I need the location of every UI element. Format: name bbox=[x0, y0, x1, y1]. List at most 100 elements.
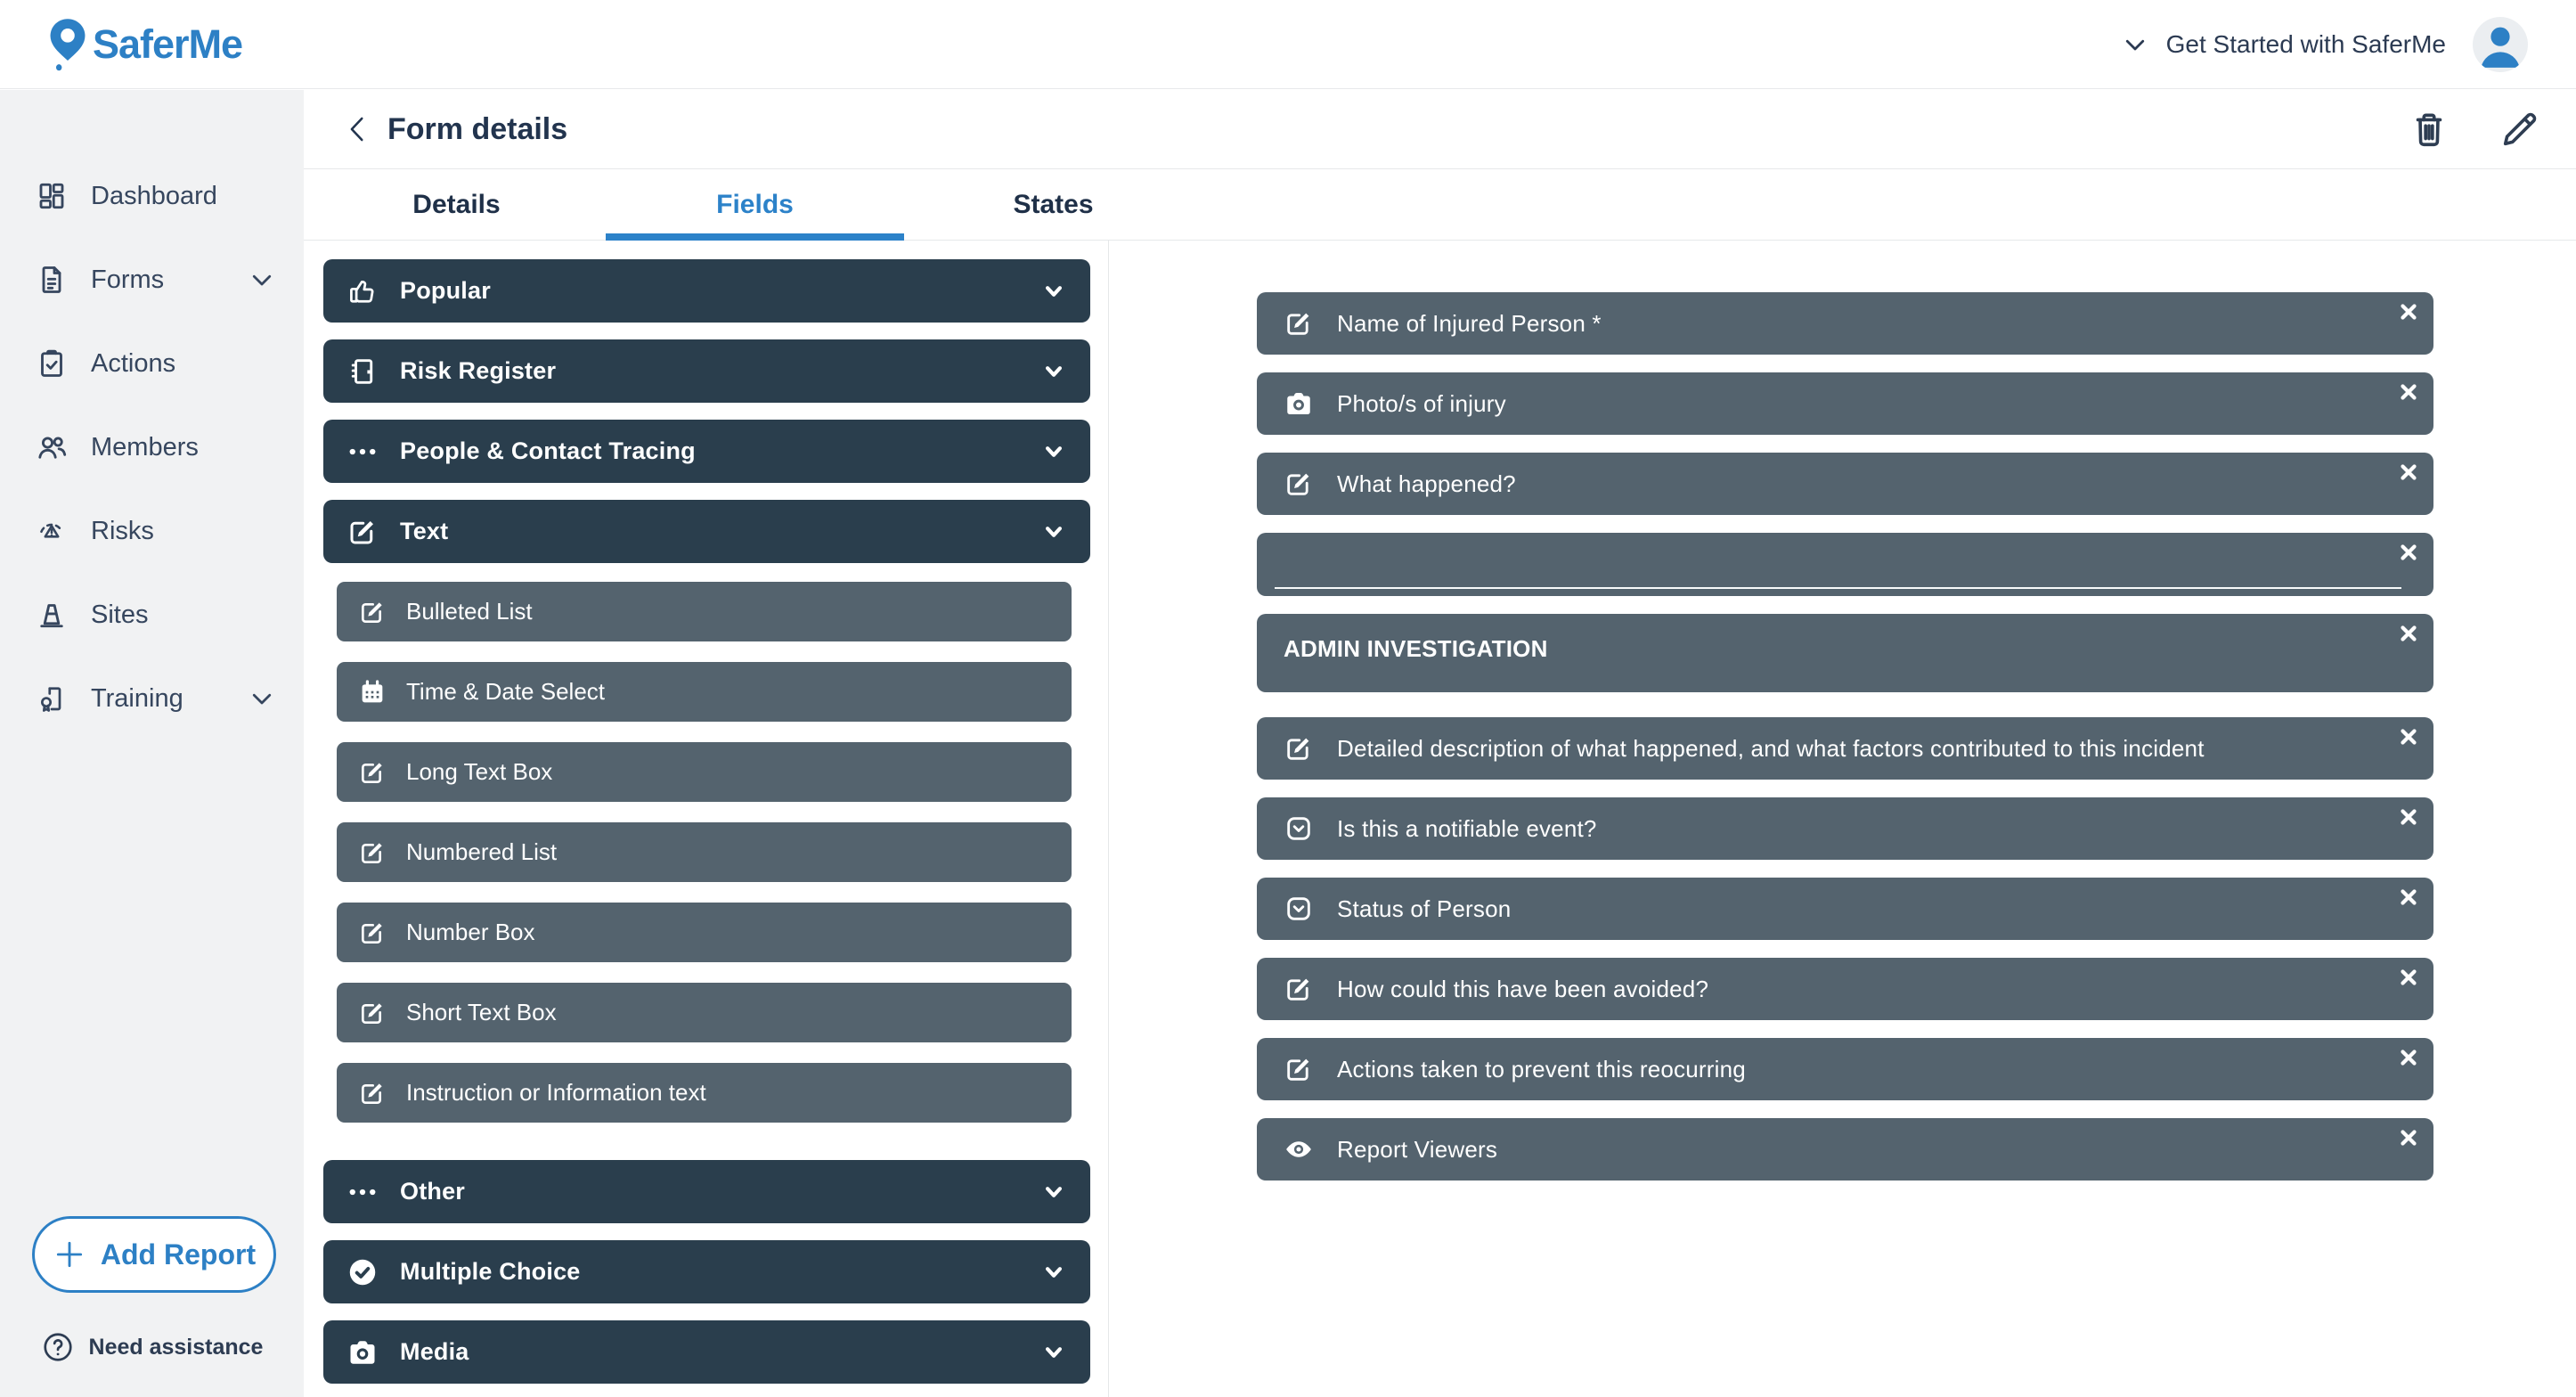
sidebar-item-members[interactable]: Members bbox=[0, 405, 304, 489]
form-field-label: Status of Person bbox=[1337, 895, 1512, 922]
map-pin-icon bbox=[48, 16, 87, 73]
remove-field-button[interactable] bbox=[2398, 967, 2419, 988]
palette-field-label: Bulleted List bbox=[406, 598, 533, 625]
form-field-label: Is this a notifiable event? bbox=[1337, 814, 1597, 842]
sidebar-item-label: Dashboard bbox=[91, 181, 217, 210]
form-field-name-of-injured-person[interactable]: Name of Injured Person * bbox=[1257, 292, 2433, 355]
dropdown-icon bbox=[1284, 813, 1314, 844]
form-field-admin-investigation[interactable]: ADMIN INVESTIGATION bbox=[1257, 614, 2433, 692]
edit-icon bbox=[358, 838, 387, 867]
need-assistance-link[interactable]: Need assistance bbox=[0, 1330, 304, 1364]
tab-fields[interactable]: Fields bbox=[606, 169, 904, 241]
field-category-popular[interactable]: Popular bbox=[323, 259, 1090, 323]
dashboard-icon bbox=[36, 180, 68, 212]
form-field-how-could-this-have-been-avoided[interactable]: How could this have been avoided? bbox=[1257, 958, 2433, 1020]
tab-states[interactable]: States bbox=[904, 169, 1202, 240]
sidebar-item-dashboard[interactable]: Dashboard bbox=[0, 154, 304, 238]
form-field-what-happened[interactable]: What happened? bbox=[1257, 453, 2433, 515]
remove-field-button[interactable] bbox=[2398, 623, 2419, 644]
palette-field-instruction-or-information-text[interactable]: Instruction or Information text bbox=[337, 1063, 1072, 1123]
form-field-label: What happened? bbox=[1337, 470, 1516, 497]
palette-field-label: Instruction or Information text bbox=[406, 1079, 706, 1106]
add-report-button[interactable]: Add Report bbox=[32, 1216, 276, 1293]
remove-field-button[interactable] bbox=[2398, 1127, 2419, 1148]
category-label: Other bbox=[400, 1178, 466, 1205]
form-field-status-of-person[interactable]: Status of Person bbox=[1257, 878, 2433, 940]
field-category-text[interactable]: Text bbox=[323, 500, 1090, 563]
empty-input-line bbox=[1275, 587, 2401, 589]
plus-icon bbox=[53, 1238, 86, 1271]
tab-bar: Details Fields States bbox=[304, 169, 2576, 241]
palette-field-label: Numbered List bbox=[406, 838, 558, 865]
form-field-empty[interactable] bbox=[1257, 533, 2433, 596]
edit-icon bbox=[358, 919, 387, 947]
palette-field-time-date-select[interactable]: Time & Date Select bbox=[337, 662, 1072, 722]
user-avatar-icon[interactable] bbox=[2473, 16, 2528, 72]
remove-field-button[interactable] bbox=[2398, 1047, 2419, 1068]
chevron-down-bold-icon bbox=[1040, 1259, 1067, 1286]
sidebar-item-sites[interactable]: Sites bbox=[0, 573, 304, 657]
form-field-label: Name of Injured Person * bbox=[1337, 309, 1602, 337]
palette-field-long-text-box[interactable]: Long Text Box bbox=[337, 742, 1072, 802]
chevron-down-bold-icon bbox=[1040, 1179, 1067, 1205]
form-field-report-viewers[interactable]: Report Viewers bbox=[1257, 1118, 2433, 1181]
category-items-text: Bulleted List Time & Date Select Long Te… bbox=[337, 582, 1072, 1123]
chevron-left-icon[interactable] bbox=[343, 110, 373, 148]
form-field-label: Photo/s of injury bbox=[1337, 389, 1506, 417]
form-field-label: ADMIN INVESTIGATION bbox=[1284, 635, 1548, 662]
trash-icon[interactable] bbox=[2409, 109, 2450, 150]
remove-field-button[interactable] bbox=[2398, 462, 2419, 483]
field-category-media[interactable]: Media bbox=[323, 1320, 1090, 1384]
tab-label: Fields bbox=[716, 189, 794, 219]
logo-text: SaferMe bbox=[93, 20, 243, 67]
topbar: SaferMe Get Started with SaferMe bbox=[0, 0, 2576, 89]
palette-field-short-text-box[interactable]: Short Text Box bbox=[337, 983, 1072, 1042]
remove-field-button[interactable] bbox=[2398, 301, 2419, 323]
thumbs-up-icon bbox=[346, 275, 379, 307]
get-started-menu[interactable]: Get Started with SaferMe bbox=[2122, 30, 2446, 59]
register-book-icon bbox=[346, 355, 379, 388]
field-category-other[interactable]: Other bbox=[323, 1160, 1090, 1223]
palette-field-number-box[interactable]: Number Box bbox=[337, 903, 1072, 962]
field-category-multiple-choice[interactable]: Multiple Choice bbox=[323, 1240, 1090, 1303]
ellipsis-icon bbox=[346, 1176, 379, 1208]
category-label: Risk Register bbox=[400, 357, 557, 384]
remove-field-button[interactable] bbox=[2398, 381, 2419, 403]
sidebar-item-actions[interactable]: Actions bbox=[0, 322, 304, 405]
sidebar: Dashboard Forms Actions Members Risks Si… bbox=[0, 90, 304, 1397]
pencil-icon[interactable] bbox=[2499, 109, 2540, 150]
ellipsis-icon bbox=[346, 436, 379, 468]
field-palette: Popular Risk Register People & Contact T… bbox=[304, 241, 1109, 1397]
chevron-down-bold-icon bbox=[1040, 1339, 1067, 1366]
traffic-cone-icon bbox=[36, 599, 68, 631]
sidebar-item-label: Training bbox=[91, 683, 183, 713]
saferme-logo: SaferMe bbox=[48, 16, 243, 73]
sidebar-item-risks[interactable]: Risks bbox=[0, 489, 304, 573]
field-category-people-contact-tracing[interactable]: People & Contact Tracing bbox=[323, 420, 1090, 483]
form-field-label: Report Viewers bbox=[1337, 1135, 1498, 1163]
form-field-detailed-description-of-what-happened-and-what-factors-contributed-to-this-incident[interactable]: Detailed description of what happened, a… bbox=[1257, 717, 2433, 780]
remove-field-button[interactable] bbox=[2398, 726, 2419, 748]
palette-field-numbered-list[interactable]: Numbered List bbox=[337, 822, 1072, 882]
palette-field-label: Short Text Box bbox=[406, 999, 557, 1025]
remove-field-button[interactable] bbox=[2398, 542, 2419, 563]
form-field-actions-taken-to-prevent-this-reocurring[interactable]: Actions taken to prevent this reocurring bbox=[1257, 1038, 2433, 1100]
sidebar-item-label: Actions bbox=[91, 348, 176, 378]
form-field-photo-s-of-injury[interactable]: Photo/s of injury bbox=[1257, 372, 2433, 435]
document-icon bbox=[36, 264, 68, 296]
remove-field-button[interactable] bbox=[2398, 886, 2419, 908]
camera-icon bbox=[1284, 388, 1314, 419]
form-field-is-this-a-notifiable-event[interactable]: Is this a notifiable event? bbox=[1257, 797, 2433, 860]
form-field-label: Actions taken to prevent this reocurring bbox=[1337, 1055, 1746, 1082]
palette-field-bulleted-list[interactable]: Bulleted List bbox=[337, 582, 1072, 641]
remove-field-button[interactable] bbox=[2398, 806, 2419, 828]
chevron-down-bold-icon bbox=[1040, 519, 1067, 545]
sidebar-item-label: Sites bbox=[91, 600, 149, 629]
edit-icon bbox=[1284, 308, 1314, 339]
sidebar-item-forms[interactable]: Forms bbox=[0, 238, 304, 322]
field-category-risk-register[interactable]: Risk Register bbox=[323, 339, 1090, 403]
edit-icon bbox=[1284, 1054, 1314, 1084]
add-report-label: Add Report bbox=[100, 1238, 257, 1270]
sidebar-item-training[interactable]: Training bbox=[0, 657, 304, 740]
tab-details[interactable]: Details bbox=[307, 169, 606, 240]
